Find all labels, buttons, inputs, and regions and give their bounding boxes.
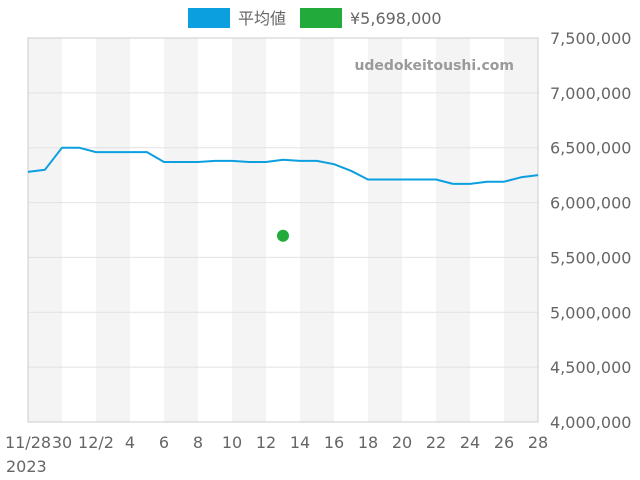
- legend-label-price: ¥5,698,000: [350, 9, 442, 28]
- band: [96, 38, 130, 422]
- y-tick-label: 7,500,000: [550, 29, 631, 48]
- x-tick-label: 20: [392, 433, 412, 452]
- legend-item-price[interactable]: ¥5,698,000: [300, 8, 442, 28]
- data-point-price[interactable]: [277, 229, 289, 242]
- x-tick-label: 11/28: [5, 433, 51, 452]
- watermark: udedokeitoushi.com: [354, 58, 514, 74]
- x-year-label: 2023: [6, 457, 47, 476]
- legend-swatch-price: [300, 8, 342, 28]
- band: [368, 38, 402, 422]
- x-tick-label: 12/2: [78, 433, 114, 452]
- y-tick-label: 5,500,000: [550, 248, 631, 267]
- band: [164, 38, 198, 422]
- x-tick-label: 8: [193, 433, 203, 452]
- x-tick-label: 26: [494, 433, 514, 452]
- x-tick-label: 6: [159, 433, 169, 452]
- x-tick-label: 4: [125, 433, 135, 452]
- legend-item-average[interactable]: 平均値: [188, 8, 286, 28]
- y-tick-label: 4,500,000: [550, 358, 631, 377]
- series-line-average[interactable]: [27, 146, 539, 185]
- x-tick-label: 30: [52, 433, 72, 452]
- x-tick-label: 22: [426, 433, 446, 452]
- plot-frame: [27, 37, 539, 423]
- legend: 平均値 ¥5,698,000: [188, 8, 442, 28]
- band: [300, 38, 334, 422]
- x-tick-label: 28: [528, 433, 548, 452]
- band: [232, 38, 266, 422]
- x-tick-label: 18: [358, 433, 378, 452]
- y-tick-label: 5,000,000: [550, 303, 631, 322]
- band: [436, 38, 470, 422]
- x-axis-ticks: 11/28 30 12/2 4 6 8 10 12 14 16 18 20 22 24 26 28: [5, 433, 548, 452]
- x-tick-label: 12: [256, 433, 276, 452]
- x-tick-label: 10: [222, 433, 242, 452]
- band: [504, 38, 538, 422]
- x-tick-label: 16: [324, 433, 344, 452]
- band: [28, 38, 62, 422]
- y-axis-ticks: 4,000,000 4,500,000 5,000,000 5,500,000 6,00…: [550, 29, 631, 432]
- series-layer: [27, 146, 539, 242]
- y-tick-label: 4,000,000: [550, 413, 631, 432]
- x-tick-label: 24: [460, 433, 480, 452]
- y-tick-label: 6,000,000: [550, 194, 631, 213]
- legend-label-average: 平均値: [238, 9, 286, 28]
- x-tick-label: 14: [290, 433, 310, 452]
- y-tick-label: 6,500,000: [550, 139, 631, 158]
- legend-swatch-average: [188, 8, 230, 28]
- background-bands: [28, 38, 538, 422]
- y-tick-label: 7,000,000: [550, 84, 631, 103]
